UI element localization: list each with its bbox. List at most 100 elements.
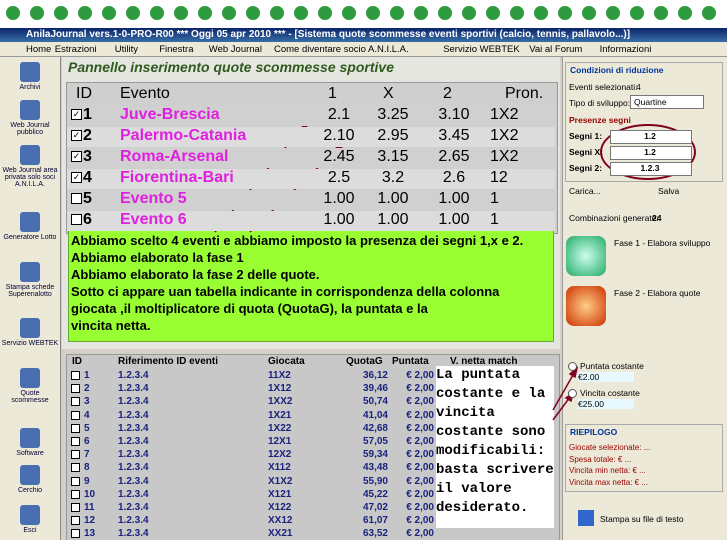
odd-value[interactable]: 1.00 [438,190,470,207]
sign-value[interactable]: 1.2 [644,147,656,157]
sidebar-icon[interactable] [20,212,40,232]
print-button[interactable]: Stampa su file di testo [600,514,684,524]
load-button[interactable]: Carica... [569,186,601,196]
checkbox[interactable] [71,503,80,512]
event-name[interactable]: Evento 6 [120,211,187,228]
odd-value[interactable]: 2.45 [323,148,355,165]
event-name[interactable]: Evento 5 [120,190,187,207]
menu-item[interactable]: Estrazioni [54,44,97,55]
checkbox[interactable] [71,516,80,526]
phase1-label[interactable]: Fase 1 - Elabora sviluppo [614,238,711,248]
sidebar-icon[interactable] [20,368,40,388]
sidebar-label[interactable]: Web Journal area privata solo soci A.N.I… [2,167,58,188]
odd-value[interactable]: 2.10 [323,127,355,144]
checkbox[interactable]: ✓ [71,151,82,162]
odd-value[interactable]: 1.00 [323,211,355,228]
checkbox[interactable] [71,476,80,486]
win-value[interactable]: €25.00 [578,399,634,409]
win-label: Vincita costante [580,388,640,398]
event-name[interactable]: Fiorentina-Bari [120,169,234,186]
odd-value[interactable]: 2.95 [377,127,409,144]
sidebar-label[interactable]: Web Journal pubblico [10,122,50,136]
checkbox[interactable] [71,193,82,204]
menu-item[interactable]: Come diventare socio A.N.I.L.A. [274,44,409,55]
sidebar-label[interactable]: Esci [23,527,37,534]
sidebar-icon[interactable] [20,145,40,165]
select[interactable] [630,95,704,109]
note-line: Abbiamo elaborato la fase 1 [71,250,244,265]
checkbox[interactable] [71,410,80,420]
sidebar-label[interactable]: Stampa schede Superenalotto [5,284,55,298]
sign-input[interactable] [610,162,692,176]
checkbox[interactable] [71,214,82,225]
fase2-icon[interactable] [566,286,606,326]
sidebar-label[interactable]: Software [16,450,44,457]
event-name[interactable]: Roma-Arsenal [120,148,229,165]
clover [78,6,92,20]
event-name[interactable]: Juve-Brescia [120,106,220,123]
odd-value[interactable]: 2.65 [438,148,470,165]
summary-line: Spesa totale: € ... [569,454,632,464]
event-name[interactable]: Palermo-Catania [120,127,247,144]
sidebar-icon[interactable] [20,62,40,82]
sidebar-icon[interactable] [20,100,40,120]
odd-value[interactable]: 3.2 [381,169,405,186]
menu-item[interactable]: Web Journal [208,44,262,55]
phase2-label[interactable]: Fase 2 - Elabora quote [614,288,701,298]
checkbox[interactable]: ✓ [71,109,82,120]
menu-item[interactable]: Home [26,44,52,55]
stake-value[interactable]: €2.00 [578,372,634,382]
checkbox[interactable] [71,384,80,394]
results-cell: 1.2.3.4 [118,409,149,421]
checkbox[interactable] [71,371,80,380]
sign-value[interactable]: 1.2 [644,131,656,141]
menu-item[interactable]: Utility [114,44,139,55]
checkbox[interactable] [71,450,80,460]
checkbox[interactable] [71,489,80,499]
save-button[interactable]: Salva [658,186,680,196]
sidebar-label[interactable]: Servizio WEBTEK [1,340,59,347]
sidebar-label[interactable]: Cerchio [17,487,43,494]
odd-value[interactable]: 3.45 [438,127,470,144]
sidebar-label[interactable]: Generatore Lotto [3,234,57,241]
note-line: Abbiamo scelto 4 eventi e abbiamo impost… [71,233,524,248]
sign-input[interactable] [610,146,692,160]
checkbox[interactable] [71,397,80,407]
row-id: 2 [83,127,92,144]
menu-item[interactable]: Vai al Forum [529,44,583,55]
sidebar-label[interactable]: Archivi [19,84,41,91]
odd-value[interactable]: 3.25 [377,106,409,123]
type-value[interactable]: Quartine [634,97,667,107]
odd-value[interactable]: 2.6 [442,169,466,186]
checkbox[interactable] [71,437,80,446]
sidebar-icon[interactable] [20,318,40,338]
sign-value[interactable]: 1.2.3 [640,163,660,173]
fase1-icon[interactable] [566,236,606,276]
radio[interactable] [568,389,577,398]
sidebar-icon[interactable] [20,505,40,525]
sidebar-icon[interactable] [20,465,40,485]
checkbox[interactable] [71,529,80,539]
odd-value[interactable]: 1.00 [377,211,409,228]
checkbox[interactable] [71,463,80,473]
menu-item[interactable]: Servizio WEBTEK [443,44,520,55]
odd-value[interactable]: 3.15 [377,148,409,165]
sidebar-icon[interactable] [20,262,40,282]
odd-value[interactable]: 1.00 [323,190,355,207]
sidebar-label[interactable]: Quote scommesse [11,390,49,404]
sign-input[interactable] [610,130,692,144]
print-icon[interactable] [578,510,594,526]
checkbox[interactable]: ✓ [71,172,82,183]
odd-value[interactable]: 1.00 [438,211,470,228]
odd-value[interactable]: 2.1 [327,106,351,123]
checkbox[interactable]: ✓ [71,130,82,141]
results-cell: € 2,00 [406,422,434,434]
odd-value[interactable]: 3.10 [438,106,470,123]
menu-item[interactable]: Finestra [159,44,194,55]
radio[interactable] [568,362,577,371]
sidebar-icon[interactable] [20,428,40,448]
odd-value[interactable]: 2.5 [327,169,351,186]
checkbox[interactable] [71,423,80,433]
menu-item[interactable]: Informazioni [599,44,652,55]
odd-value[interactable]: 1.00 [377,190,409,207]
